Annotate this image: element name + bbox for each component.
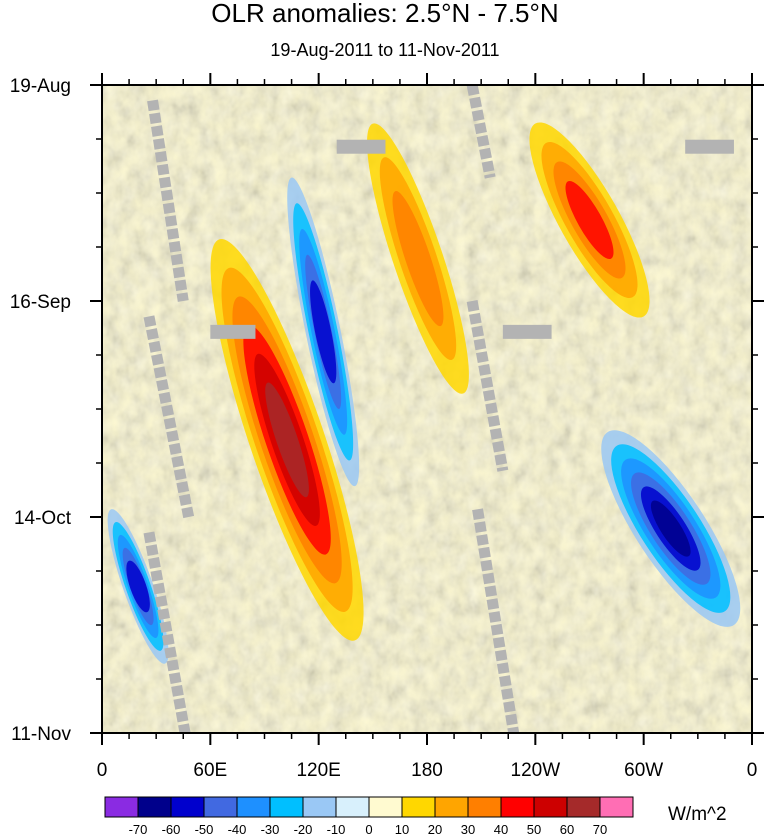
colorbar-units: W/m^2 bbox=[668, 804, 727, 825]
colorbar-swatch bbox=[203, 796, 238, 818]
colorbar-swatch bbox=[170, 796, 205, 818]
anomaly-feature-4 bbox=[601, 430, 741, 627]
colorbar-label: 60 bbox=[560, 822, 574, 834]
chart-subtitle: 19-Aug-2011 to 11-Nov-2011 bbox=[270, 40, 500, 60]
missing-data-block-2 bbox=[685, 139, 734, 154]
colorbar-swatch bbox=[368, 796, 403, 818]
colorbar-label: -10 bbox=[327, 822, 346, 834]
anomaly-contour-level bbox=[310, 280, 337, 384]
colorbar-label: 40 bbox=[494, 822, 508, 834]
missing-data-block-1 bbox=[336, 139, 386, 154]
colorbar-label: 50 bbox=[527, 822, 541, 834]
colorbar-label: 70 bbox=[593, 822, 607, 834]
colorbar-label: -60 bbox=[162, 822, 181, 834]
colorbar-label: -50 bbox=[195, 822, 214, 834]
anomaly-feature-1 bbox=[210, 238, 364, 641]
colorbar-swatch bbox=[434, 796, 469, 818]
x-tick-label: 120E bbox=[296, 760, 340, 781]
anomaly-contour-level bbox=[126, 560, 150, 613]
y-tick-label: 14-Oct bbox=[14, 508, 72, 529]
anomaly-feature-5 bbox=[107, 509, 169, 664]
missing-data-streak-6 bbox=[472, 508, 520, 733]
colorbar-swatch bbox=[500, 796, 535, 818]
colorbar-swatch bbox=[401, 796, 436, 818]
colorbar-swatch bbox=[566, 796, 601, 818]
colorbar-swatch bbox=[137, 796, 172, 818]
colorbar-label: -20 bbox=[294, 822, 313, 834]
field-texture bbox=[102, 85, 752, 733]
colorbar-swatch bbox=[104, 796, 139, 818]
colorbar-label: 30 bbox=[461, 822, 475, 834]
anomaly-contour-level bbox=[565, 180, 614, 260]
colorbar-label: 10 bbox=[395, 822, 409, 834]
y-tick-label: 16-Sep bbox=[10, 292, 71, 313]
anomaly-feature-2 bbox=[367, 123, 469, 394]
y-tick-label: 19-Aug bbox=[10, 76, 71, 97]
anomaly-contour-level bbox=[650, 500, 691, 557]
missing-data-block-3 bbox=[210, 324, 256, 339]
colorbar-label: -30 bbox=[261, 822, 280, 834]
colorbar-swatch bbox=[533, 796, 568, 818]
chart-title: OLR anomalies: 2.5°N - 7.5°N bbox=[211, 0, 559, 28]
anomaly-contour-level bbox=[265, 382, 309, 498]
y-tick-label: 11-Nov bbox=[11, 724, 71, 745]
colorbar-swatch bbox=[269, 796, 304, 818]
colorbar-swatch bbox=[302, 796, 337, 818]
x-tick-label: 0 bbox=[747, 760, 758, 781]
colorbar-label: -70 bbox=[129, 822, 148, 834]
colorbar-swatch bbox=[599, 796, 634, 818]
missing-data-streak-1 bbox=[147, 99, 189, 302]
colorbar-label: 20 bbox=[428, 822, 442, 834]
missing-data-streak-5 bbox=[466, 300, 509, 472]
x-tick-label: 60W bbox=[624, 760, 663, 781]
anomaly-feature-6 bbox=[529, 122, 650, 318]
anomaly-contour-level bbox=[392, 190, 444, 327]
x-tick-label: 60E bbox=[193, 760, 227, 781]
x-tick-label: 180 bbox=[411, 760, 443, 781]
colorbar-swatch bbox=[467, 796, 502, 818]
missing-data-streak-2 bbox=[143, 315, 195, 519]
missing-data-streak-3 bbox=[143, 531, 191, 733]
anomaly-feature-3 bbox=[287, 177, 360, 487]
x-tick-label: 120W bbox=[511, 760, 561, 781]
x-tick-label: 0 bbox=[97, 760, 108, 781]
missing-data-streak-4 bbox=[466, 85, 496, 179]
colorbar-swatch bbox=[236, 796, 271, 818]
missing-data-block-4 bbox=[502, 324, 552, 339]
colorbar-swatch bbox=[335, 796, 370, 818]
colorbar-label: 0 bbox=[365, 822, 372, 834]
colorbar-label: -40 bbox=[228, 822, 247, 834]
